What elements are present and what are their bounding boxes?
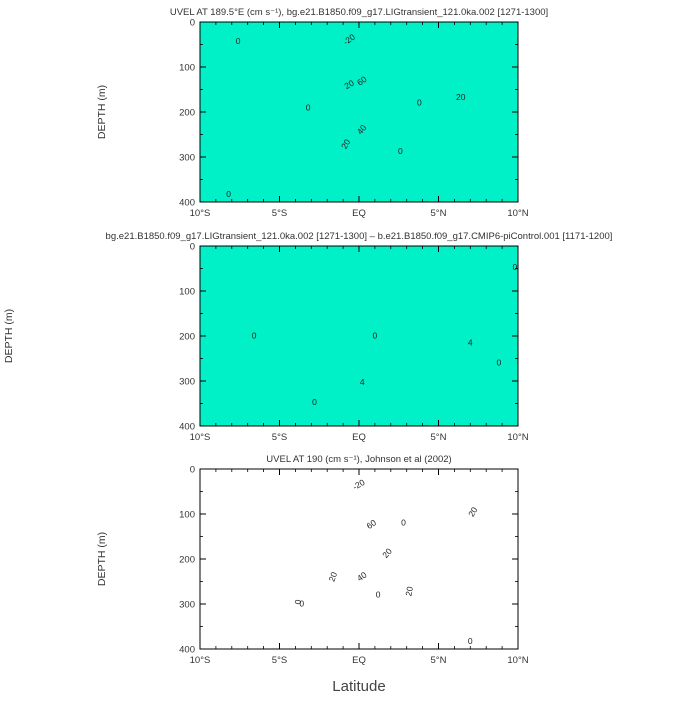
y-tick-label: 300	[179, 153, 195, 164]
y-tick-label: 300	[179, 377, 195, 388]
contour-label: 0	[236, 36, 241, 46]
x-tick-label: 10°N	[507, 655, 528, 666]
panel-title: bg.e21.B1850.f09_g17.LIGtransient_121.0k…	[106, 231, 613, 242]
y-tick-label: 0	[190, 18, 195, 29]
contour-label: 0	[299, 598, 304, 608]
contour-label: 0	[417, 97, 422, 107]
contour-label: 4	[360, 377, 365, 387]
y-tick-label: 400	[179, 645, 195, 656]
x-tick-label: 10°N	[507, 432, 528, 443]
x-tick-label: 5°S	[272, 208, 287, 219]
x-tick-label: EQ	[352, 432, 366, 443]
panel-background	[200, 22, 518, 202]
contour-label: 0	[373, 330, 378, 340]
contour-label: 0	[468, 636, 473, 646]
contour-label: 20	[342, 78, 355, 92]
contour-label: 20	[327, 570, 340, 583]
y-axis-label: DEPTH (m)	[96, 532, 108, 586]
panel-title: UVEL AT 189.5°E (cm s⁻¹), bg.e21.B1850.f…	[170, 7, 548, 18]
x-tick-label: 5°N	[431, 655, 447, 666]
contour-label: 0	[226, 189, 231, 199]
y-tick-label: 0	[190, 242, 195, 253]
y-tick-label: 400	[179, 422, 195, 433]
contour-label: 0	[306, 103, 311, 113]
contour-label: 0	[252, 330, 257, 340]
panel-background	[200, 246, 518, 426]
contour-labels: 0 0 0 4 4 0 0	[252, 262, 518, 407]
contour-label: 0	[376, 589, 381, 599]
x-tick-label: 5°N	[431, 208, 447, 219]
contour-label: 0	[293, 599, 304, 606]
x-tick-label: 5°S	[272, 655, 287, 666]
contour-label: 20	[339, 137, 353, 150]
x-tick-label: 10°S	[190, 655, 211, 666]
contour-label: 0	[401, 517, 406, 527]
contour-label: 0	[312, 397, 317, 407]
y-tick-label: 200	[179, 332, 195, 343]
contour-label: 0	[497, 357, 502, 367]
y-tick-label: 100	[179, 63, 195, 74]
x-tick-label: 5°N	[431, 432, 447, 443]
x-tick-label: 10°S	[190, 432, 211, 443]
y-tick-label: 300	[179, 600, 195, 611]
y-axis-label: DEPTH (m)	[3, 309, 15, 363]
contour-label: 20	[466, 505, 480, 518]
contour-label: 20	[456, 92, 466, 102]
y-tick-label: 100	[179, 287, 195, 298]
contour-label: 0	[512, 262, 517, 272]
y-axis-label: DEPTH (m)	[96, 85, 108, 139]
contour-label: 0	[398, 146, 403, 156]
y-tick-label: 200	[179, 108, 195, 119]
y-tick-label: 400	[179, 198, 195, 209]
x-tick-label: 5°S	[272, 432, 287, 443]
y-tick-label: 100	[179, 510, 195, 521]
contour-label: 20	[403, 585, 415, 596]
panel-title: UVEL AT 190 (cm s⁻¹), Johnson et al (200…	[266, 454, 451, 465]
y-tick-label: 200	[179, 555, 195, 566]
panel-background	[200, 469, 518, 649]
x-tick-label: 10°S	[190, 208, 211, 219]
y-tick-label: 0	[190, 465, 195, 476]
x-tick-label: 10°N	[507, 208, 528, 219]
x-axis-label: Latitude	[332, 678, 385, 695]
contour-label: 4	[468, 337, 473, 347]
x-tick-label: EQ	[352, 208, 366, 219]
x-tick-label: EQ	[352, 655, 366, 666]
